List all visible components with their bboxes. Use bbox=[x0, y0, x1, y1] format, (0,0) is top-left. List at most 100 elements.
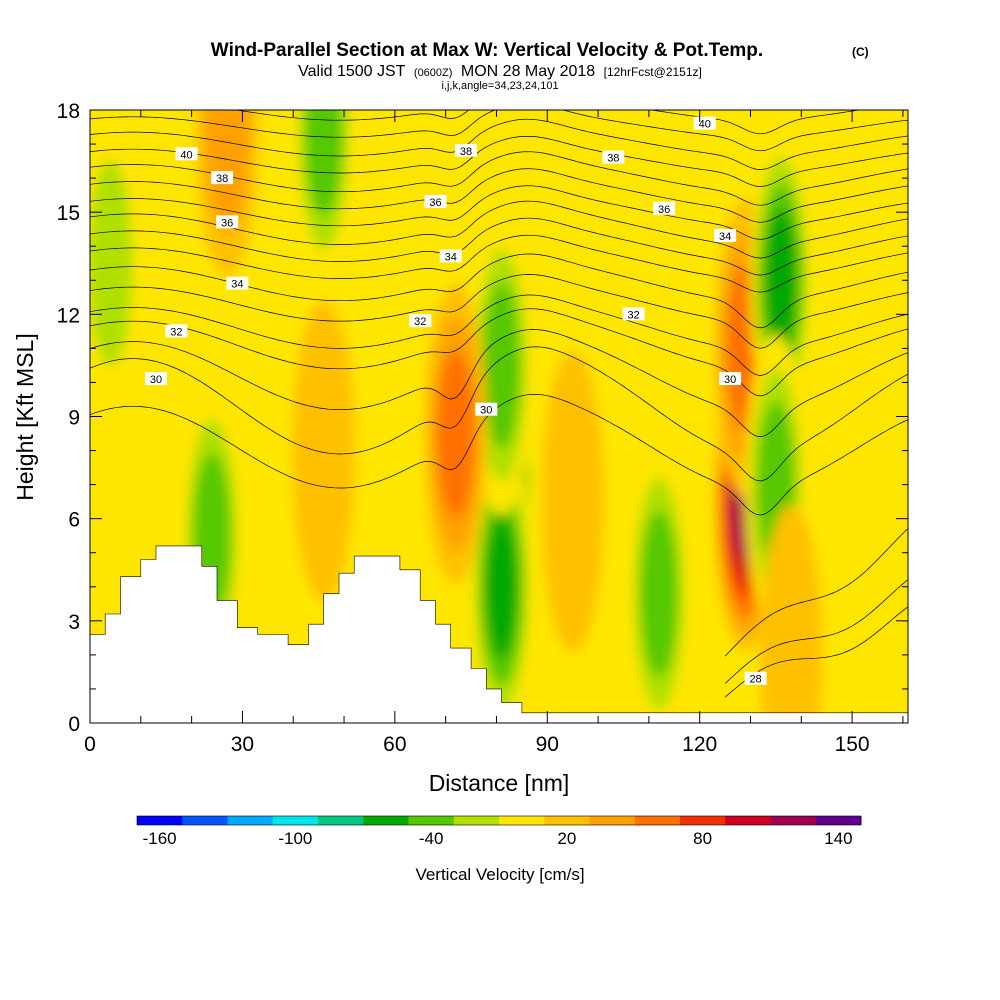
velocity-cell bbox=[437, 350, 475, 517]
colorbar-tick-label: 140 bbox=[824, 829, 852, 848]
contour-label-text: 30 bbox=[724, 374, 736, 386]
x-tick-label: 30 bbox=[231, 733, 254, 756]
contour-label-text: 40 bbox=[699, 119, 711, 131]
chart-subtitle: Valid 1500 JST (0600Z) MON 28 May 2018 [… bbox=[298, 63, 702, 80]
subtitle-valid: Valid 1500 JST bbox=[298, 63, 406, 80]
contour-label-bg bbox=[454, 143, 477, 157]
velocity-cell bbox=[484, 515, 519, 659]
contour-label-bg bbox=[744, 671, 767, 685]
contour-label: 36 bbox=[424, 194, 447, 209]
colorbar-swatch bbox=[634, 816, 681, 825]
contour-label-text: 38 bbox=[607, 153, 619, 165]
contour-label: 34 bbox=[714, 229, 737, 243]
isentrope-line bbox=[724, 528, 908, 657]
isentrope-line bbox=[234, 110, 862, 135]
y-tick-label: 12 bbox=[57, 304, 80, 327]
vertical-velocity-field bbox=[90, 110, 823, 723]
velocity-cell bbox=[541, 351, 604, 652]
contour-label: 34 bbox=[439, 249, 462, 263]
contour-label-bg bbox=[475, 402, 498, 416]
colorbar-tick-label: -100 bbox=[278, 829, 312, 848]
contour-label-text: 36 bbox=[221, 217, 233, 229]
contour-label-bg bbox=[714, 229, 737, 243]
contour-label: 30 bbox=[475, 402, 498, 417]
potential-temperature-contours bbox=[90, 110, 908, 698]
y-tick-label: 18 bbox=[57, 100, 80, 123]
contour-label-bg bbox=[211, 171, 234, 185]
colorbar-swatch bbox=[499, 816, 545, 825]
x-tick-label: 90 bbox=[536, 733, 559, 756]
contour-label-text: 36 bbox=[658, 204, 670, 216]
y-tick-label: 15 bbox=[57, 202, 80, 225]
contour-label: 40 bbox=[175, 147, 198, 161]
contour-label: 28 bbox=[744, 671, 767, 686]
contour-label-text: 30 bbox=[150, 374, 162, 386]
plot-area: 40 38 36 34 32 30 40 38 38 36 36 34 34 32 32 30 30 28 bbox=[90, 110, 908, 723]
colorbar-tick-label: -160 bbox=[143, 829, 177, 848]
contour-label-bg bbox=[719, 372, 742, 386]
colorbar-swatch bbox=[680, 816, 726, 825]
isentrope-line bbox=[90, 346, 908, 482]
contour-label-text: 32 bbox=[414, 316, 426, 328]
contour-label: 32 bbox=[409, 314, 432, 328]
colorbar-tick-label: -40 bbox=[419, 829, 444, 848]
colorbar bbox=[136, 815, 862, 826]
contour-label: 38 bbox=[602, 150, 625, 165]
colorbar-swatch bbox=[272, 816, 319, 825]
isentrope-line bbox=[90, 168, 908, 223]
contour-label-text: 38 bbox=[460, 146, 472, 158]
y-axis-title: Height [Kft MSL] bbox=[12, 333, 38, 500]
colorbar-title: Vertical Velocity [cm/s] bbox=[415, 865, 584, 884]
contour-label-text: 40 bbox=[180, 149, 192, 161]
contour-label: 32 bbox=[622, 307, 645, 321]
contour-label-text: 34 bbox=[719, 231, 731, 243]
isentrope-line bbox=[90, 294, 908, 376]
x-tick-label: 60 bbox=[383, 733, 406, 756]
isentrope-line bbox=[90, 329, 908, 438]
colorbar-swatch bbox=[408, 816, 455, 825]
contour-label: 36 bbox=[653, 201, 676, 216]
contour-label-text: 34 bbox=[231, 279, 243, 291]
contour-label-text: 28 bbox=[749, 674, 761, 686]
contour-label: 32 bbox=[165, 324, 188, 338]
isentrope-line bbox=[90, 274, 908, 349]
contour-label-bg bbox=[622, 307, 645, 321]
isentrope-line bbox=[90, 135, 908, 187]
x-tick-label: 150 bbox=[835, 733, 870, 756]
isentrope-line bbox=[90, 185, 908, 240]
colorbar-ticks: -160 -100 -40 20 80 140 bbox=[143, 829, 853, 848]
subtitle-zulu: (0600Z) bbox=[414, 67, 453, 79]
contour-label-text: 34 bbox=[445, 251, 457, 263]
contour-label: 30 bbox=[145, 372, 168, 386]
velocity-cell bbox=[292, 300, 355, 601]
colorbar-swatch bbox=[544, 816, 590, 825]
colorbar-swatch bbox=[137, 816, 183, 825]
subtitle-forecast: [12hrFcst@2151z] bbox=[604, 65, 702, 79]
velocity-cell bbox=[764, 208, 798, 353]
isentrope-line bbox=[90, 110, 908, 152]
chart-subtitle-indices: i,j,k,angle=34,23,24,101 bbox=[441, 80, 558, 92]
isentrope-line bbox=[90, 118, 908, 170]
contour-label-text: 32 bbox=[170, 326, 182, 338]
colorbar-swatch bbox=[363, 816, 409, 825]
colorbar-tick-label: 20 bbox=[557, 829, 576, 848]
colorbar-swatch bbox=[182, 816, 228, 825]
contour-label: 36 bbox=[216, 215, 239, 229]
contour-label: 40 bbox=[693, 116, 716, 131]
contour-label: 34 bbox=[226, 276, 249, 291]
contour-label-bg bbox=[216, 215, 239, 229]
copyright-mark: (C) bbox=[852, 45, 869, 59]
contour-label-text: 30 bbox=[480, 405, 492, 417]
terrain-mask bbox=[90, 545, 908, 723]
velocity-cell bbox=[640, 510, 678, 677]
contour-label-text: 32 bbox=[628, 309, 640, 321]
chart-title: Wind-Parallel Section at Max W: Vertical… bbox=[211, 40, 763, 61]
x-tick-label: 120 bbox=[682, 733, 717, 756]
contour-label-bg bbox=[602, 150, 625, 164]
colorbar-swatch bbox=[725, 816, 771, 825]
contour-label-bg bbox=[226, 276, 249, 290]
x-axis: 0 30 60 90 120 150 bbox=[84, 110, 904, 756]
colorbar-swatch bbox=[589, 816, 636, 825]
x-tick-label: 0 bbox=[84, 733, 96, 756]
